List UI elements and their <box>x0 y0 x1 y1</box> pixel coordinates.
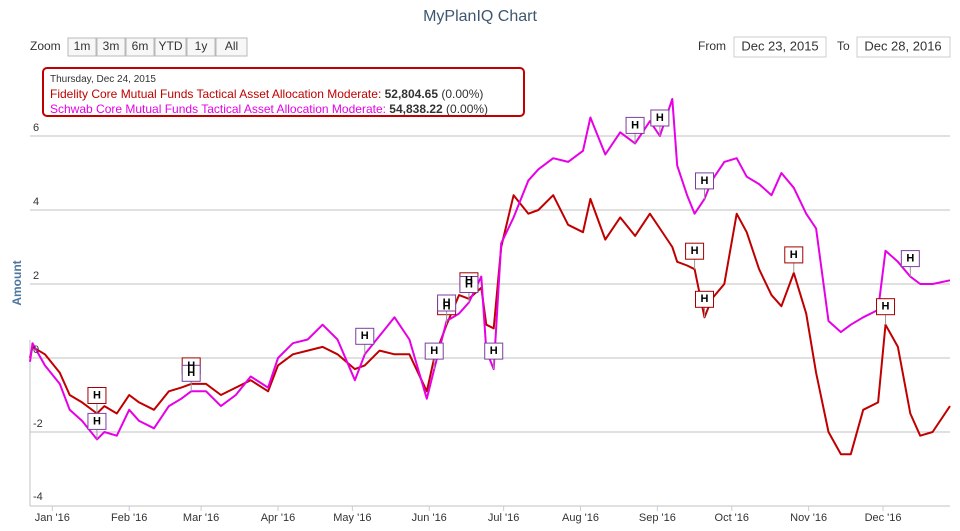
x-tick-label: Jul '16 <box>488 512 519 524</box>
flag-label: H <box>701 175 709 187</box>
series-line <box>29 194 951 456</box>
y-axis-label: Amount <box>10 260 24 305</box>
flag-label: H <box>490 345 498 357</box>
zoom-button[interactable] <box>125 37 155 57</box>
to-label: To <box>837 39 850 53</box>
y-tick-label: 0 <box>33 344 39 356</box>
x-tick-label: Oct '16 <box>715 512 750 524</box>
flag-label: H <box>465 278 473 290</box>
zoom-button-label[interactable]: YTD <box>159 39 183 53</box>
to-input[interactable] <box>856 36 951 58</box>
flag <box>355 327 375 345</box>
tooltip-value: 52,804.65 <box>384 87 439 101</box>
to-value[interactable]: Dec 28, 2016 <box>864 38 941 53</box>
x-tick-label: May '16 <box>333 512 371 524</box>
x-tick-label: Nov '16 <box>790 512 827 524</box>
flag <box>437 294 457 312</box>
flag <box>650 109 670 127</box>
zoom-button-label[interactable]: 1m <box>74 39 91 53</box>
flag-label: H <box>187 360 195 372</box>
zoom-button-label[interactable]: All <box>225 39 238 53</box>
zoom-button[interactable] <box>96 37 126 57</box>
flag <box>685 242 705 260</box>
zoom-button-label[interactable]: 1y <box>195 39 208 53</box>
y-tick-label: -2 <box>33 418 43 430</box>
flag <box>695 172 715 190</box>
flag <box>876 298 896 316</box>
zoom-button[interactable] <box>215 37 248 57</box>
zoom-button[interactable] <box>67 37 97 57</box>
flag-label: H <box>701 293 709 305</box>
flag-label: H <box>906 253 914 265</box>
y-tick-label: -4 <box>33 491 43 503</box>
x-tick-label: Mar '16 <box>183 512 219 524</box>
y-tick-label: 6 <box>33 122 39 134</box>
series-line <box>29 98 951 441</box>
x-tick-label: Sep '16 <box>639 512 676 524</box>
flag-label: H <box>93 389 101 401</box>
x-tick-label: Jun '16 <box>412 512 447 524</box>
flag-label: H <box>443 301 451 313</box>
x-tick-label: Feb '16 <box>111 512 147 524</box>
tooltip-change: (0.00%) <box>446 102 489 116</box>
tooltip-change: (0.00%) <box>441 87 484 101</box>
tooltip: Thursday, Dec 24, 2015 Fidelity Core Mut… <box>42 67 525 117</box>
flag <box>625 116 645 134</box>
plot-area <box>29 98 951 511</box>
from-input[interactable] <box>733 36 827 58</box>
flag <box>181 364 201 382</box>
flag <box>695 290 715 308</box>
flag-label: H <box>790 249 798 261</box>
flag <box>424 342 444 360</box>
zoom-button[interactable] <box>154 37 187 57</box>
tooltip-date: Thursday, Dec 24, 2015 <box>50 74 156 85</box>
tooltip-series: Schwab Core Mutual Funds Tactical Asset … <box>50 102 386 116</box>
tooltip-row: Schwab Core Mutual Funds Tactical Asset … <box>50 102 517 117</box>
from-value[interactable]: Dec 23, 2015 <box>741 38 818 53</box>
flag-label: H <box>465 275 473 287</box>
flag-label: H <box>691 245 699 257</box>
tooltip-rows: Fidelity Core Mutual Funds Tactical Asse… <box>50 87 517 117</box>
flag-label: H <box>361 330 369 342</box>
chart-title: MyPlanIQ Chart <box>423 8 537 25</box>
zoom-label: Zoom <box>30 39 61 53</box>
flag-label: H <box>882 301 890 313</box>
from-label: From <box>698 39 726 53</box>
tooltip-series: Fidelity Core Mutual Funds Tactical Asse… <box>50 87 382 101</box>
flag-label: H <box>430 345 438 357</box>
flag <box>484 342 504 360</box>
flag <box>87 387 107 404</box>
flag <box>87 412 107 430</box>
x-tick-label: Jan '16 <box>35 512 70 524</box>
x-tick-label: Apr '16 <box>261 512 296 524</box>
x-tick-label: Aug '16 <box>562 512 599 524</box>
x-tick-label: Dec '16 <box>865 512 902 524</box>
flag-label: H <box>187 367 195 379</box>
tooltip-row: Fidelity Core Mutual Funds Tactical Asse… <box>50 87 517 102</box>
zoom-button[interactable] <box>186 37 216 57</box>
flag <box>459 276 479 293</box>
flag-label: H <box>656 112 664 124</box>
flag <box>784 246 804 264</box>
flag-label: H <box>93 415 101 427</box>
y-tick-label: 2 <box>33 270 39 282</box>
y-tick-label: 4 <box>33 196 39 208</box>
tooltip-value: 54,838.22 <box>389 102 443 116</box>
zoom-button-label[interactable]: 6m <box>132 39 149 53</box>
flag <box>900 250 920 268</box>
zoom-button-label[interactable]: 3m <box>103 39 120 53</box>
flag-label: H <box>443 297 451 309</box>
flag-label: H <box>631 119 639 131</box>
